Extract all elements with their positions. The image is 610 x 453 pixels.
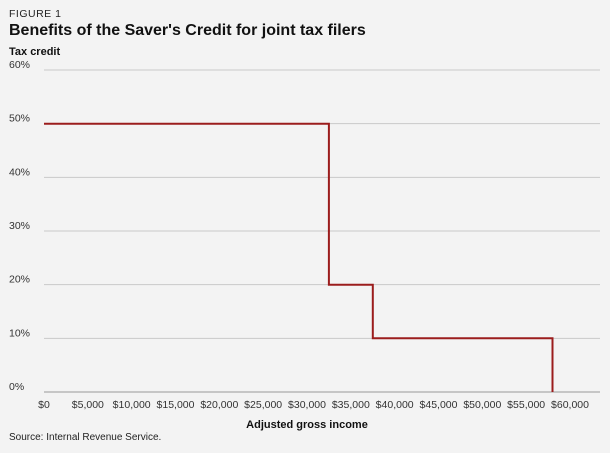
x-tick-label: $20,000	[200, 399, 238, 411]
chart-title: Benefits of the Saver's Credit for joint…	[9, 22, 366, 39]
series-layer	[44, 122, 554, 392]
figure-label: FIGURE 1	[9, 8, 62, 20]
y-axis-title: Tax credit	[9, 46, 61, 58]
x-tick-label: $45,000	[420, 399, 458, 411]
y-tick-label: 60%	[9, 59, 30, 71]
x-tick-label: $60,000	[551, 399, 589, 411]
y-tick-label: 20%	[9, 274, 30, 286]
y-tick-labels: 0% 10% 20% 30% 40% 50% 60%	[9, 59, 30, 393]
gridlines	[44, 69, 600, 393]
x-tick-label: $50,000	[463, 399, 501, 411]
x-tick-label: $30,000	[288, 399, 326, 411]
source-note: Source: Internal Revenue Service.	[9, 432, 162, 443]
y-tick-label: 30%	[9, 220, 30, 232]
x-tick-labels: $0 $5,000 $10,000 $15,000 $20,000 $25,000 $30,…	[38, 399, 589, 411]
x-tick-label: $55,000	[507, 399, 545, 411]
x-tick-label: $40,000	[376, 399, 414, 411]
y-tick-label: 40%	[9, 166, 30, 178]
series-line	[44, 122, 554, 392]
x-tick-label: $25,000	[244, 399, 282, 411]
y-tick-label: 10%	[9, 327, 30, 339]
x-tick-label: $5,000	[72, 399, 104, 411]
x-tick-label: $0	[38, 399, 50, 411]
x-tick-label: $15,000	[157, 399, 195, 411]
x-axis-title: Adjusted gross income	[246, 419, 368, 431]
y-tick-label: 0%	[9, 381, 24, 393]
x-tick-label: $10,000	[113, 399, 151, 411]
x-tick-label: $35,000	[332, 399, 370, 411]
y-tick-label: 50%	[9, 113, 30, 125]
